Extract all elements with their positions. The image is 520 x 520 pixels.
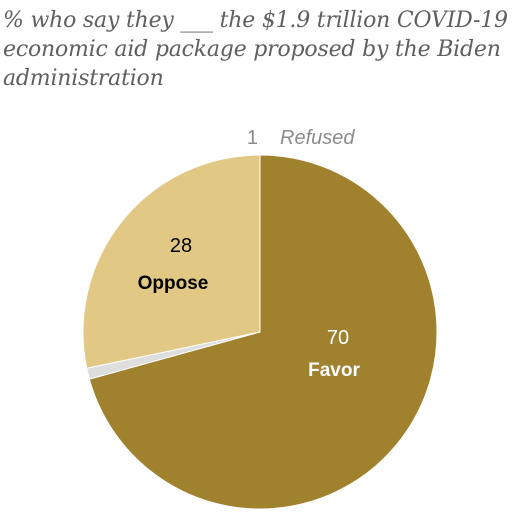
- pie-slice-oppose: [82, 154, 261, 369]
- slice-value-favor: 70: [327, 327, 349, 349]
- chart-title: % who say they ___ the $1.9 trillion COV…: [3, 8, 508, 91]
- slice-label-oppose: Oppose: [138, 273, 209, 294]
- slice-value-oppose: 28: [170, 235, 192, 257]
- slice-label-favor: Favor: [308, 360, 360, 381]
- slice-value-refused: 1: [247, 127, 258, 149]
- pie-slice-favor: [88, 154, 438, 510]
- slice-label-refused: Refused: [280, 127, 355, 149]
